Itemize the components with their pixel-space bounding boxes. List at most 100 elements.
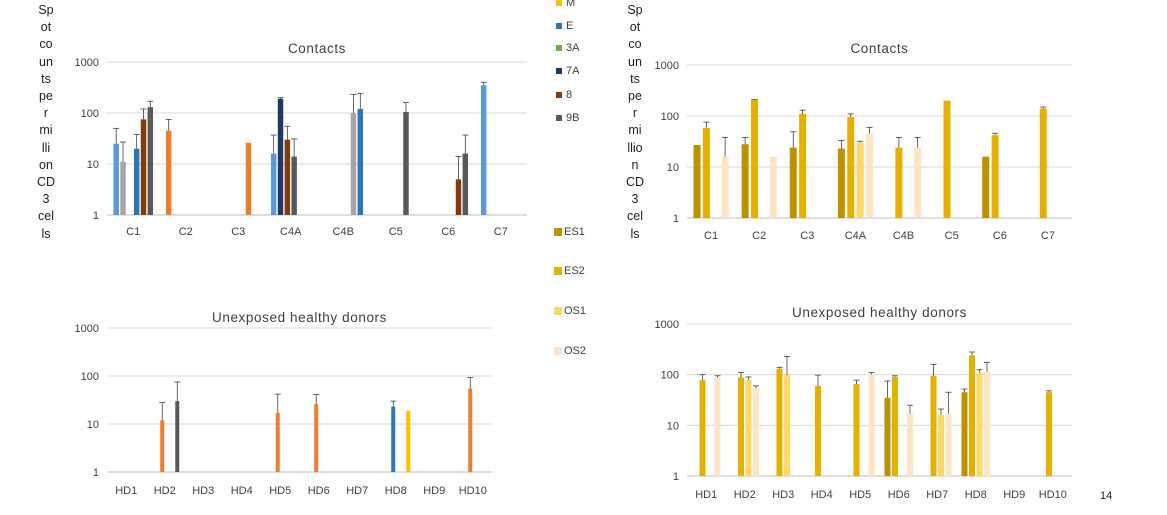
- y-axis-label-right-line: co: [628, 37, 642, 52]
- legend-swatch: [556, 68, 562, 75]
- legend-swatch: [554, 307, 562, 316]
- legend-swatch: [556, 92, 562, 99]
- chart-title: Contacts: [288, 41, 346, 56]
- y-tick-label: 1: [93, 467, 99, 479]
- bar: [799, 113, 807, 218]
- legend-entry: ES2: [554, 265, 585, 277]
- y-tick-label: 100: [661, 370, 679, 382]
- bar: [789, 147, 797, 218]
- bar: [357, 108, 364, 215]
- y-axis-label-left-line: lli: [41, 140, 51, 155]
- bar: [120, 161, 126, 215]
- y-axis-label-right-line: cel: [627, 209, 643, 224]
- y-tick-label: 1000: [75, 323, 99, 335]
- bar: [462, 153, 469, 215]
- x-tick-label: HD8: [385, 485, 407, 497]
- y-axis-label-left-line: mi: [39, 123, 53, 138]
- bar: [737, 377, 744, 476]
- bar: [160, 420, 165, 472]
- y-axis-label-left-line: pe: [39, 89, 53, 104]
- y-tick-label: 1: [93, 210, 99, 222]
- bar: [769, 156, 777, 218]
- y-axis-label-left-line: ls: [41, 226, 51, 241]
- y-axis-label-right-line: n: [631, 157, 639, 172]
- x-tick-label: C7: [494, 226, 508, 238]
- x-tick-label: HD8: [965, 489, 987, 501]
- bar: [814, 385, 821, 476]
- y-axis-label-right-line: mi: [628, 123, 642, 138]
- bar: [884, 397, 891, 476]
- legend-label: ES2: [564, 265, 585, 277]
- legend-swatch: [556, 0, 562, 7]
- x-tick-label: HD7: [926, 489, 948, 501]
- x-tick-label: C3: [800, 230, 814, 242]
- legend-entry: 7A: [556, 65, 579, 77]
- y-axis-label-left-line: co: [39, 37, 53, 52]
- legend-label: 3A: [566, 42, 580, 54]
- legend-swatch: [556, 115, 562, 122]
- y-tick-label: 1000: [655, 319, 679, 331]
- bar: [468, 388, 473, 472]
- legend-swatch: [554, 347, 562, 356]
- y-tick-label: 10: [87, 159, 99, 171]
- x-tick-label: C4B: [893, 230, 914, 242]
- bar: [350, 113, 357, 215]
- bar: [930, 375, 937, 476]
- bar: [455, 179, 462, 215]
- bar: [753, 387, 760, 476]
- x-tick-label: C6: [993, 230, 1007, 242]
- y-axis-label-right-line: Sp: [627, 3, 643, 17]
- bar: [938, 414, 945, 476]
- bar: [480, 85, 487, 215]
- x-tick-label: C5: [945, 230, 959, 242]
- x-tick-label: HD4: [231, 485, 253, 497]
- x-tick-label: C4A: [280, 226, 302, 238]
- bar: [907, 413, 914, 476]
- legend-label: ES1: [564, 226, 585, 238]
- x-tick-label: HD5: [849, 489, 871, 501]
- x-tick-label: HD2: [154, 485, 176, 497]
- y-axis-label-left-line: on: [39, 157, 53, 172]
- bar: [140, 119, 147, 215]
- y-axis-label-left-line: ot: [40, 20, 52, 35]
- y-axis-label-right-line: 3: [631, 192, 639, 207]
- y-axis-label-left-line: r: [43, 106, 49, 121]
- x-tick-label: HD3: [192, 485, 214, 497]
- x-tick-label: C5: [389, 226, 403, 238]
- x-tick-label: C1: [126, 226, 140, 238]
- x-tick-label: HD10: [1039, 489, 1067, 501]
- bar: [837, 148, 845, 218]
- y-tick-label: 100: [81, 108, 99, 120]
- y-axis-label-right-line: r: [632, 106, 638, 121]
- y-tick-label: 10: [667, 420, 679, 432]
- y-axis-label-right-line: un: [628, 54, 642, 69]
- bar: [391, 406, 396, 472]
- bar: [982, 156, 990, 218]
- bar: [895, 147, 903, 218]
- bar: [113, 143, 119, 215]
- legend-label: 7A: [566, 65, 580, 77]
- x-tick-label: C3: [231, 226, 245, 238]
- y-axis-label-left-line: cel: [38, 209, 54, 224]
- x-tick-label: HD1: [115, 485, 137, 497]
- bar: [853, 384, 860, 476]
- bar: [270, 153, 277, 215]
- legend-entry: ES1: [554, 226, 585, 238]
- x-tick-label: HD5: [269, 485, 291, 497]
- bar: [699, 380, 706, 476]
- bar: [741, 144, 749, 218]
- y-axis-label-left: Sp ot co un ts pe r mi lli on CD 3 cel ls: [33, 2, 59, 243]
- bar: [275, 412, 280, 472]
- bar: [891, 376, 898, 476]
- legend-entry: OS1: [554, 305, 586, 317]
- bar: [991, 135, 999, 218]
- bar: [866, 133, 874, 218]
- y-tick-label: 1: [673, 213, 679, 225]
- bar: [984, 371, 991, 476]
- bar: [721, 156, 729, 218]
- bar: [403, 111, 409, 215]
- bar: [745, 379, 752, 476]
- legend-entry: 8: [556, 89, 572, 101]
- legend-swatch: [556, 23, 562, 30]
